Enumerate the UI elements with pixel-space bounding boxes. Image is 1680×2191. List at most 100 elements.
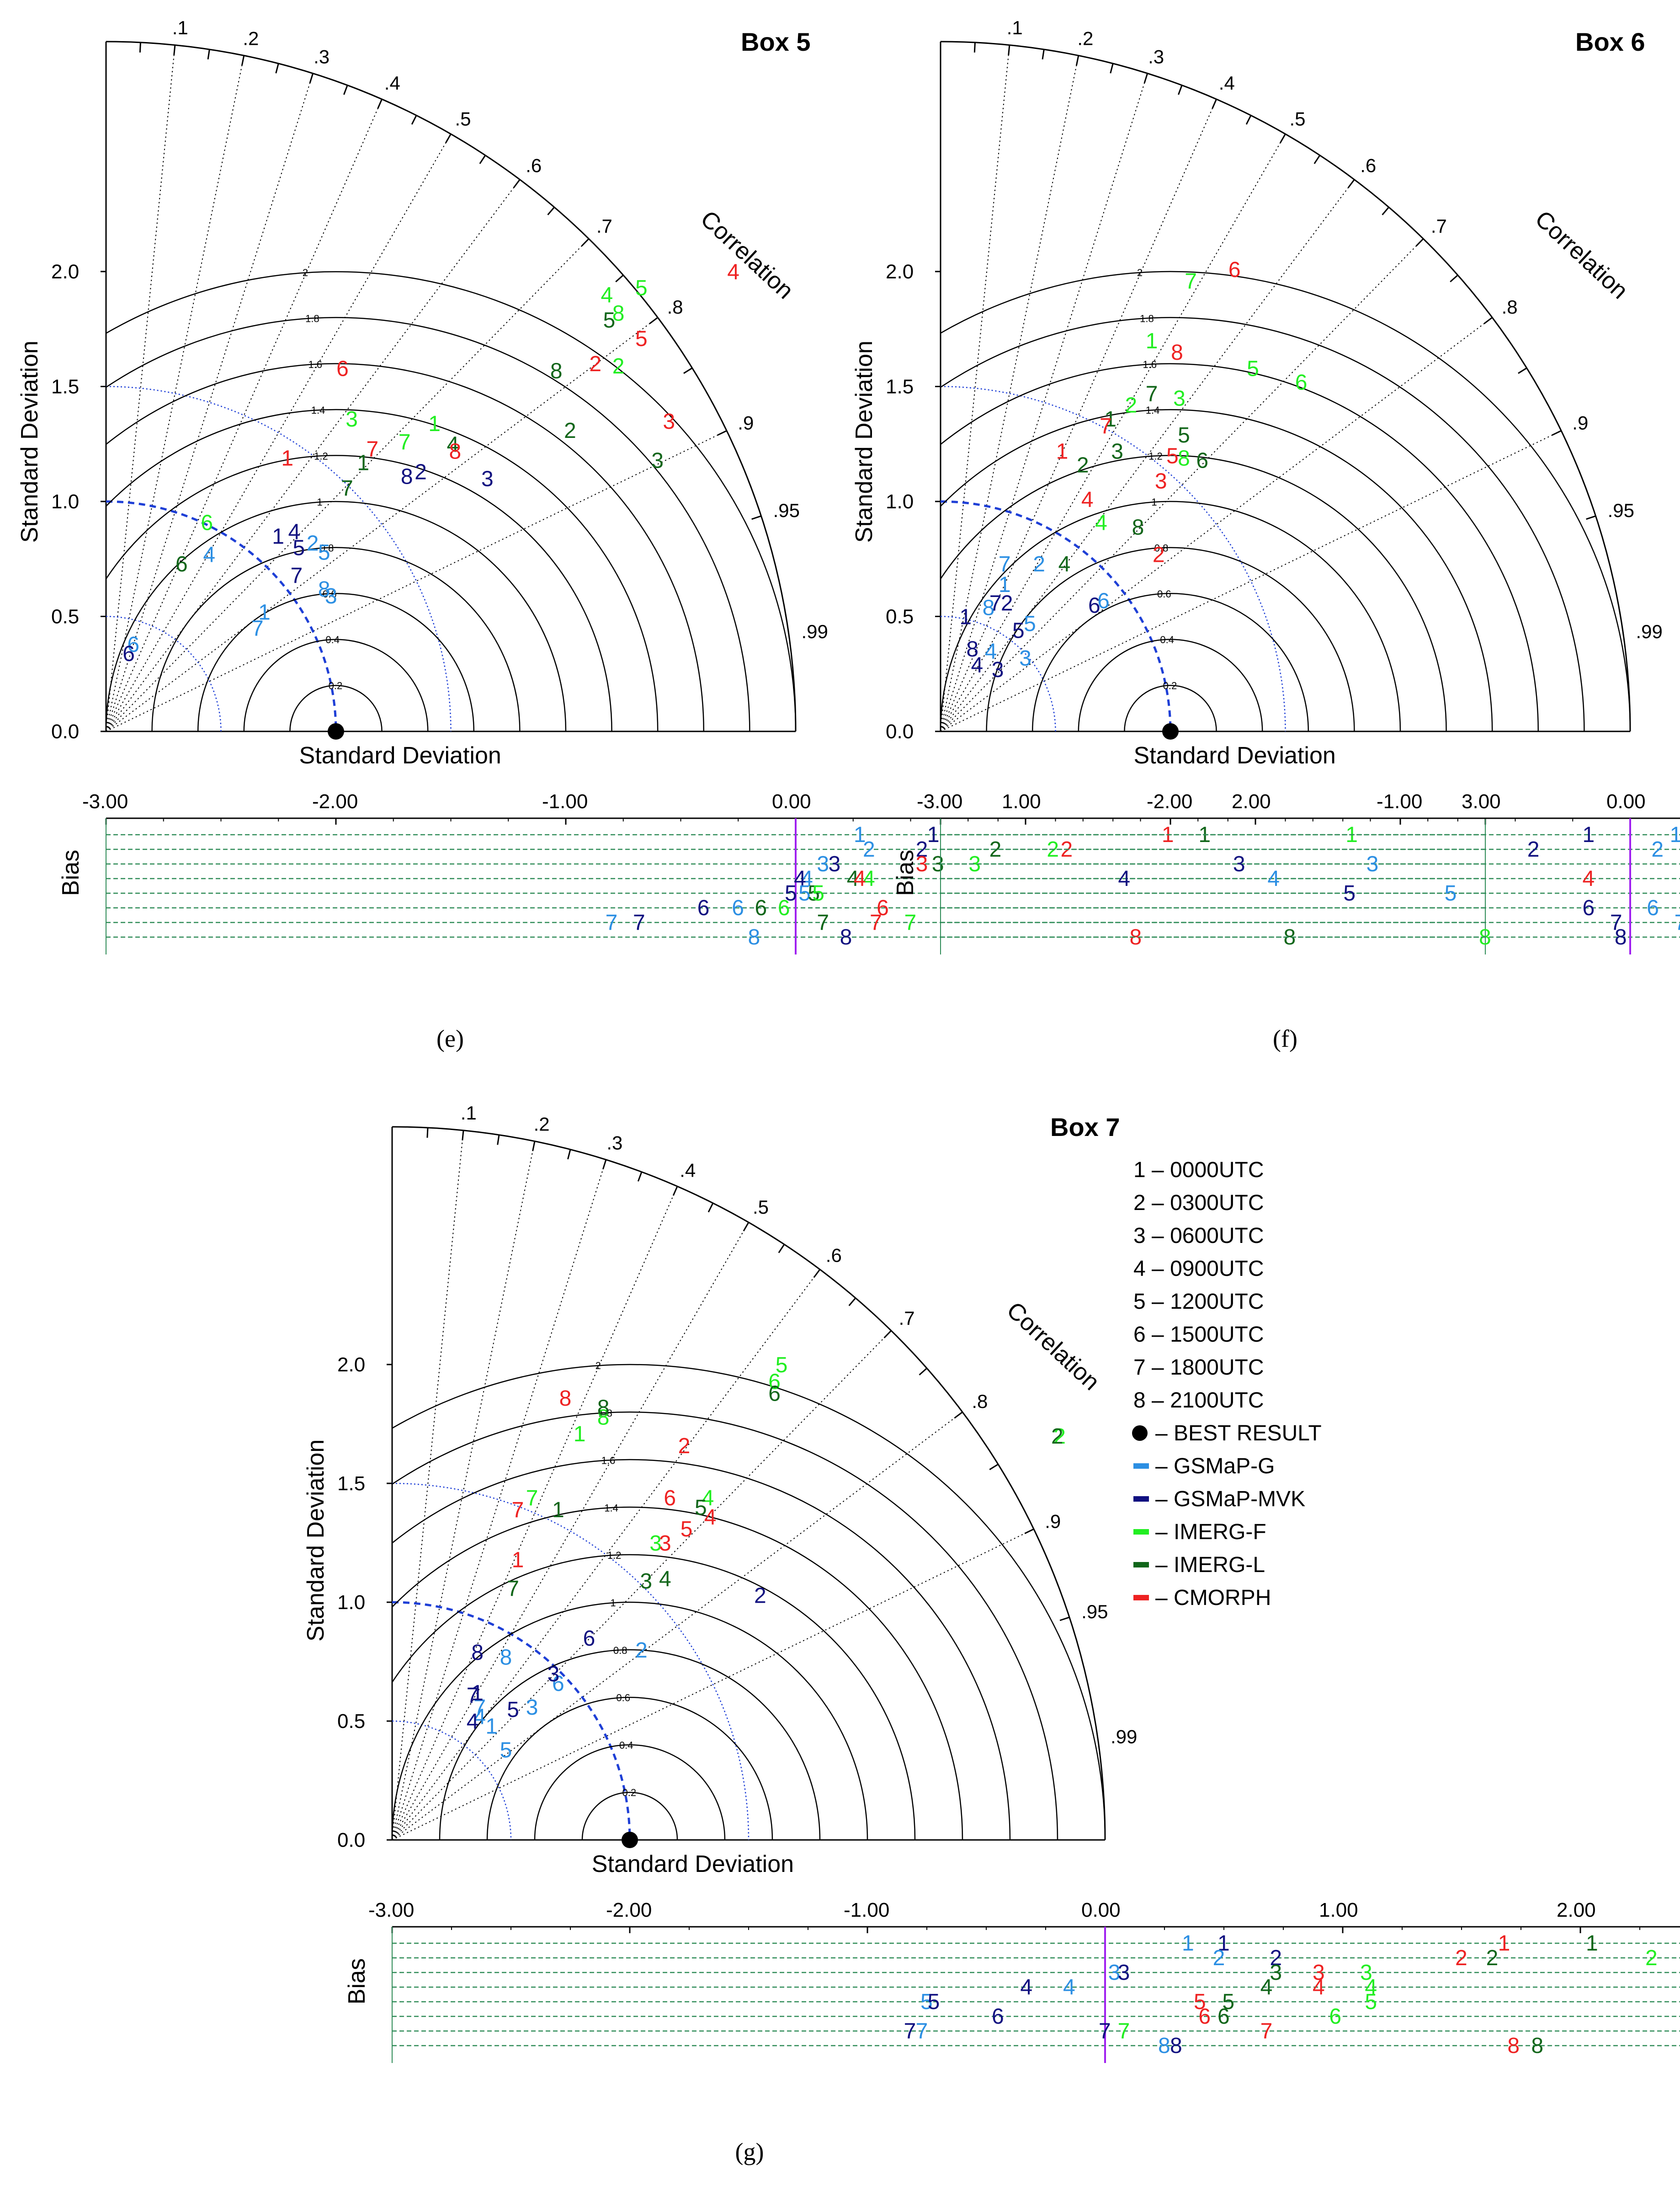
corr-tick-label: .4: [680, 1159, 696, 1181]
std-tick-label: 2.0: [51, 261, 79, 283]
rms-arc: [1078, 639, 1263, 731]
rms-arc: [941, 317, 1585, 731]
bias-ylabel: Bias: [58, 850, 84, 896]
taylor-point: 8: [401, 465, 413, 489]
taylor-point: 3: [651, 448, 664, 473]
legend-product-label: – GSMaP-MVK: [1155, 1487, 1305, 1511]
rms-arc: [392, 1459, 1011, 1840]
corr-tick: [1059, 1616, 1070, 1621]
rms-arc-label: 1: [610, 1597, 616, 1609]
rms-arc-label: 1.6: [1143, 359, 1157, 370]
taylor-point: 5: [507, 1698, 519, 1722]
arc-title: Correlation: [696, 206, 799, 304]
bias-point: 4: [1582, 867, 1595, 891]
corr-tick-label: .3: [1148, 46, 1164, 67]
rms-arc-label: 1: [317, 496, 322, 508]
taylor-point: 5: [1247, 357, 1259, 381]
taylor-point: 4: [1058, 552, 1071, 576]
taylor-point: 5: [695, 1496, 707, 1520]
taylor-point: 7: [1185, 269, 1197, 293]
taylor-point: 7: [512, 1498, 524, 1522]
rms-arc: [106, 271, 796, 731]
bias-tick-label: 0.00: [1606, 790, 1646, 813]
taylor-point: 5: [635, 327, 648, 351]
taylor-point: 2: [307, 532, 319, 556]
taylor-point: 4: [467, 1710, 479, 1734]
corr-tick-label: .5: [753, 1196, 769, 1218]
corr-tick: [778, 1244, 785, 1253]
bias-point: 3: [1233, 852, 1245, 876]
corr-tick-label: .8: [667, 296, 683, 318]
legend-hour-item: 8 – 2100UTC: [1133, 1388, 1264, 1413]
corr-tick: [1382, 207, 1389, 215]
bias-point: 1: [1182, 1931, 1194, 1956]
taylor-point: 1: [512, 1548, 524, 1572]
outer-arc: [392, 1126, 1106, 1840]
bias-point: 7: [1260, 2019, 1273, 2043]
taylor-point: 7: [251, 617, 264, 641]
bias-point: 5: [812, 881, 824, 906]
bias-point: 7: [904, 2019, 916, 2043]
bias-point: 6: [877, 896, 889, 920]
rms-arc: [941, 409, 1493, 731]
bias-point: 1: [927, 823, 940, 847]
taylor-point: 1: [552, 1498, 564, 1522]
taylor-point: 2: [612, 354, 625, 378]
bias-point: 4: [794, 867, 806, 891]
bias-point: 7: [1099, 2019, 1111, 2043]
corr-tick: [707, 1203, 714, 1213]
taylor-point: 2: [589, 352, 601, 376]
bias-tick-label: -1.00: [844, 1899, 889, 1921]
taylor-point: 1: [471, 1681, 484, 1706]
rms-arc-label: 1.2: [1148, 451, 1163, 462]
std-tick-label: 0.0: [337, 1829, 365, 1851]
rms-arc-label: 2: [1137, 267, 1143, 278]
taylor-point: 8: [471, 1641, 484, 1665]
corr-tick: [275, 63, 279, 74]
bias-point: 7: [1675, 911, 1680, 935]
corr-tick: [1313, 155, 1321, 164]
taylor-point: 5: [500, 1738, 512, 1762]
bias-point: 7: [1610, 911, 1622, 935]
std-dev-arc: [940, 386, 1286, 732]
taylor-point: 4: [447, 432, 459, 457]
bias-point: 5: [1365, 1990, 1377, 2014]
taylor-point: 1: [999, 573, 1011, 597]
corr-tick-label: .7: [596, 215, 612, 237]
taylor-point: 3: [1155, 469, 1167, 494]
bias-point: 2: [1527, 837, 1540, 862]
taylor-point: 8: [612, 302, 625, 326]
taylor-point: 2: [564, 419, 576, 443]
taylor-point: 6: [336, 357, 349, 381]
taylor-point: 6: [1295, 370, 1308, 394]
legend-hour-item: 7 – 1800UTC: [1133, 1355, 1264, 1380]
corr-ray: [392, 1159, 606, 1840]
rms-arc-label: 1.4: [604, 1502, 618, 1514]
taylor-point: 2: [1077, 453, 1089, 478]
taylor-point: 4: [704, 1505, 717, 1530]
rms-arc-label: 0.4: [1160, 634, 1174, 645]
rms-arc: [106, 363, 705, 731]
taylor-point: 8: [1132, 515, 1144, 539]
taylor-point: 8: [1171, 341, 1183, 365]
taylor-point: 4: [1081, 488, 1094, 512]
corr-tick-label: .3: [606, 1132, 622, 1154]
rms-arc: [392, 1364, 1105, 1840]
box-title: Box 6: [1575, 27, 1645, 56]
corr-tick-label: .2: [534, 1113, 550, 1135]
legend-hour-item: 1 – 0000UTC: [1133, 1158, 1264, 1182]
std-tick-label: 1.0: [886, 490, 914, 513]
corr-tick-label: .1: [172, 17, 188, 38]
bias-point: 2: [1270, 1946, 1282, 1970]
legend-swatch: [1133, 1529, 1149, 1535]
bias-tick-label: 2.00: [1557, 1899, 1596, 1921]
rms-arc: [106, 317, 750, 731]
rms-arc: [392, 1554, 916, 1840]
taylor-point: 4: [203, 543, 215, 567]
taylor-point: 7: [290, 564, 303, 588]
corr-tick: [426, 1127, 429, 1138]
taylor-point: 5: [1012, 619, 1025, 643]
taylor-point: 2: [1125, 394, 1137, 418]
bias-ylabel: Bias: [344, 1958, 370, 2004]
bias-point: 6: [778, 896, 790, 920]
